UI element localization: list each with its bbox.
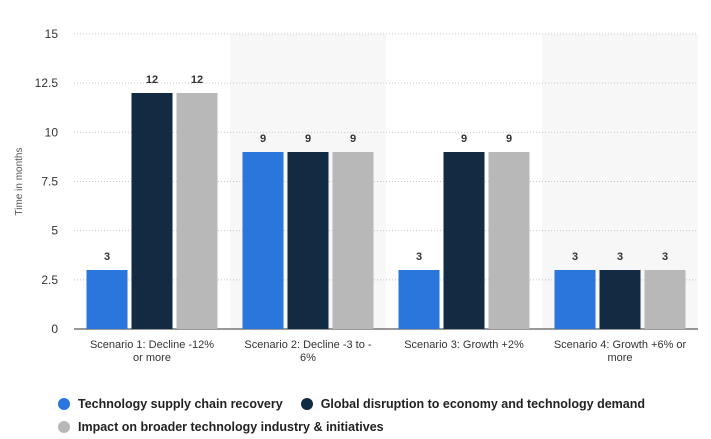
y-tick-label: 15: [45, 27, 59, 41]
y-tick-label: 2.5: [41, 273, 58, 287]
y-tick-label: 7.5: [41, 175, 58, 189]
x-category-label-line: more: [607, 352, 632, 364]
y-tick-label: 5: [51, 224, 58, 238]
bar: [332, 152, 374, 329]
legend-label-supply-chain: Technology supply chain recovery: [78, 396, 283, 411]
bar: [644, 270, 686, 329]
x-category-label-line: or more: [133, 352, 171, 364]
x-category-label: Scenario 2: Decline -3 to -6%: [244, 339, 372, 364]
x-category-label-line: Scenario 4: Growth +6% or: [554, 339, 687, 351]
data-label: 3: [662, 251, 668, 263]
bar: [488, 152, 530, 329]
y-axis-ticks: 0 2.5 5 7.5 10 12.5 15: [35, 27, 59, 336]
legend: Technology supply chain recovery Global …: [58, 392, 708, 438]
bar: [176, 93, 218, 329]
legend-row-2: Impact on broader technology industry & …: [58, 415, 708, 438]
y-axis-label: Time in months: [14, 148, 25, 216]
bar: [443, 152, 485, 329]
data-label: 9: [305, 133, 311, 145]
data-label: 12: [191, 74, 203, 86]
bars: [86, 93, 686, 329]
data-label: 3: [104, 251, 110, 263]
x-axis-categories: Scenario 1: Decline -12% or moreScenario …: [90, 339, 687, 364]
x-category-label-line: 6%: [300, 352, 316, 364]
x-category-label-line: Scenario 1: Decline -12%: [90, 339, 214, 351]
data-label: 9: [260, 133, 266, 145]
y-tick-label: 10: [45, 125, 59, 139]
bar: [599, 270, 641, 329]
data-label: 3: [416, 251, 422, 263]
data-label: 12: [146, 74, 158, 86]
x-category-label: Scenario 1: Decline -12% or more: [90, 339, 214, 364]
legend-label-broader-impact: Impact on broader technology industry & …: [78, 419, 384, 434]
legend-row-1: Technology supply chain recovery Global …: [58, 392, 708, 415]
legend-dot-supply-chain: [58, 397, 70, 410]
bar: [287, 152, 329, 329]
data-labels: 3 12 12 9 9 9 3 9 9 3 3 3: [104, 74, 668, 263]
legend-dot-broader-impact: [58, 420, 70, 433]
legend-item-global-disruption[interactable]: Global disruption to economy and technol…: [300, 396, 646, 411]
legend-dot-global-disruption: [300, 397, 313, 410]
data-label: 3: [617, 251, 623, 263]
y-tick-label: 0: [51, 322, 58, 336]
legend-item-supply-chain[interactable]: Technology supply chain recovery: [58, 397, 283, 411]
data-label: 9: [506, 133, 512, 145]
bar: [554, 270, 596, 329]
data-label: 9: [350, 133, 356, 145]
data-label: 9: [461, 133, 467, 145]
legend-label-global-disruption: Global disruption to economy and technol…: [320, 396, 646, 411]
legend-item-broader-impact[interactable]: Impact on broader technology industry & …: [58, 420, 384, 434]
bar: [242, 152, 284, 329]
bar: [86, 270, 128, 329]
bar: [398, 270, 440, 329]
x-category-label-line: Scenario 2: Decline -3 to -: [244, 339, 372, 351]
x-category-label-line: Scenario 3: Growth +2%: [404, 339, 524, 351]
data-label: 3: [572, 251, 578, 263]
x-category-label: Scenario 3: Growth +2%: [404, 339, 524, 351]
x-category-label: Scenario 4: Growth +6% or more: [554, 339, 687, 364]
y-tick-label: 12.5: [35, 76, 59, 90]
bar: [131, 93, 173, 329]
